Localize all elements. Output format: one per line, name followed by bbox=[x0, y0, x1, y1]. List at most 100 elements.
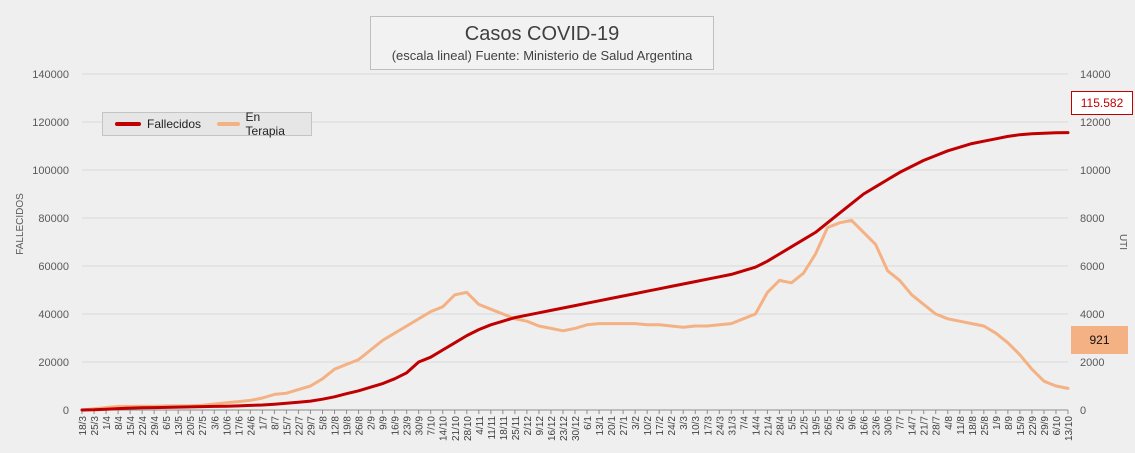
x-tick-label: 19/5 bbox=[811, 416, 822, 436]
x-tick-label: 29/9 bbox=[1040, 416, 1051, 436]
x-tick-label: 10/6 bbox=[222, 416, 233, 436]
x-tick-label: 9/12 bbox=[535, 416, 546, 436]
fallecidos-last-value: 115.582 bbox=[1071, 91, 1133, 115]
x-tick-label: 7/10 bbox=[427, 416, 438, 436]
x-tick-label: 11/8 bbox=[956, 416, 967, 435]
x-tick-label: 30/6 bbox=[884, 416, 895, 436]
chart-title: Casos COVID-19 bbox=[464, 23, 620, 45]
y2-axis-label: UTI bbox=[1117, 234, 1128, 250]
x-tick-label: 5/5 bbox=[787, 416, 798, 430]
series-line-fallecidos bbox=[80, 131, 1070, 412]
x-tick-label: 28/7 bbox=[932, 416, 943, 436]
x-tick-label: 27/1 bbox=[619, 416, 630, 436]
x-tick-label: 3/2 bbox=[631, 416, 642, 430]
x-tick-label: 29/4 bbox=[150, 416, 161, 436]
x-tick-label: 1/9 bbox=[992, 416, 1003, 430]
x-tick-label: 21/10 bbox=[451, 416, 462, 441]
x-tick-label: 15/4 bbox=[126, 416, 137, 436]
x-tick-label: 9/9 bbox=[379, 416, 390, 430]
x-tick-label: 28/10 bbox=[463, 416, 474, 441]
x-tick-label: 23/12 bbox=[559, 416, 570, 441]
y-tick-label: 140000 bbox=[32, 69, 69, 81]
x-tick-label: 12/8 bbox=[331, 416, 342, 436]
x-axis-ticks: 18/3 25/3 1/4 8/4 15/4 22/4 29/4 6/5 13/5 20/5 27/… bbox=[78, 410, 1075, 441]
x-tick-label: 23/6 bbox=[872, 416, 883, 436]
x-tick-label: 14/10 bbox=[439, 416, 450, 441]
x-tick-label: 16/9 bbox=[391, 416, 402, 436]
x-tick-label: 7/4 bbox=[739, 416, 750, 430]
y2-tick-label: 6000 bbox=[1080, 261, 1104, 273]
x-tick-label: 21/4 bbox=[763, 416, 774, 436]
y-tick-label: 40000 bbox=[38, 309, 69, 321]
x-tick-label: 13/1 bbox=[595, 416, 606, 436]
x-tick-label: 24/6 bbox=[246, 416, 257, 436]
x-tick-label: 1/7 bbox=[258, 416, 269, 430]
y-tick-label: 120000 bbox=[32, 117, 69, 129]
y2-axis-ticks: 0 2000 4000 6000 8000 10000 12000 14000 bbox=[1080, 69, 1111, 417]
x-tick-label: 26/8 bbox=[355, 416, 366, 436]
x-tick-label: 3/3 bbox=[679, 416, 690, 430]
legend-label-fallecidos: Fallecidos bbox=[147, 117, 202, 131]
x-tick-label: 26/5 bbox=[824, 416, 835, 436]
x-tick-label: 25/8 bbox=[980, 416, 991, 436]
x-tick-label: 18/3 bbox=[78, 416, 89, 436]
series-line-en-terapia bbox=[80, 218, 1070, 412]
x-tick-label: 19/8 bbox=[343, 416, 354, 436]
terapia-last-value: 921 bbox=[1071, 326, 1128, 354]
x-tick-label: 22/7 bbox=[294, 416, 305, 436]
legend-swatch-fallecidos bbox=[115, 122, 141, 126]
x-tick-label: 15/7 bbox=[282, 416, 293, 436]
y-axis-label: FALLECIDOS bbox=[15, 193, 26, 255]
x-tick-label: 20/5 bbox=[186, 416, 197, 436]
y2-tick-label: 8000 bbox=[1080, 213, 1104, 225]
y-tick-label: 80000 bbox=[38, 213, 69, 225]
chart-subtitle: (escala lineal) Fuente: Ministerio de Sa… bbox=[391, 48, 693, 63]
y2-tick-label: 0 bbox=[1080, 405, 1086, 417]
x-tick-label: 18/11 bbox=[499, 416, 510, 441]
x-tick-label: 24/3 bbox=[715, 416, 726, 436]
y-axis-ticks: 0 20000 40000 60000 80000 100000 120000 140000 bbox=[32, 69, 69, 417]
x-tick-label: 4/11 bbox=[475, 416, 486, 435]
x-tick-label: 8/7 bbox=[270, 416, 281, 430]
x-tick-label: 22/4 bbox=[138, 416, 149, 436]
legend-item-fallecidos: Fallecidos bbox=[115, 117, 201, 131]
x-tick-label: 30/9 bbox=[415, 416, 426, 436]
x-tick-label: 10/3 bbox=[691, 416, 702, 436]
y2-tick-label: 2000 bbox=[1080, 357, 1104, 369]
x-tick-label: 25/11 bbox=[511, 416, 522, 441]
x-tick-label: 15/9 bbox=[1016, 416, 1027, 436]
x-tick-label: 6/1 bbox=[583, 416, 594, 430]
x-tick-label: 13/5 bbox=[174, 416, 185, 436]
x-tick-label: 11/11 bbox=[487, 416, 498, 440]
legend-item-terapia: En Terapia bbox=[217, 110, 295, 138]
x-tick-label: 14/4 bbox=[751, 416, 762, 436]
y-tick-label: 20000 bbox=[38, 357, 69, 369]
x-tick-label: 29/7 bbox=[306, 416, 317, 436]
x-tick-label: 6/10 bbox=[1052, 416, 1063, 436]
y-tick-label: 100000 bbox=[32, 165, 69, 177]
x-tick-label: 13/10 bbox=[1064, 416, 1075, 441]
x-tick-label: 18/8 bbox=[968, 416, 979, 436]
x-tick-label: 5/8 bbox=[318, 416, 329, 430]
x-tick-label: 2/9 bbox=[367, 416, 378, 430]
legend-label-terapia: En Terapia bbox=[245, 110, 285, 138]
x-tick-label: 25/3 bbox=[90, 416, 101, 436]
x-tick-label: 14/7 bbox=[908, 416, 919, 436]
series-lines bbox=[80, 131, 1070, 412]
x-tick-label: 22/9 bbox=[1028, 416, 1039, 436]
y2-tick-label: 14000 bbox=[1080, 69, 1111, 81]
x-tick-label: 31/3 bbox=[727, 416, 738, 436]
y-tick-label: 0 bbox=[63, 405, 69, 417]
x-tick-label: 7/7 bbox=[896, 416, 907, 430]
x-tick-label: 17/2 bbox=[655, 416, 666, 436]
legend: Fallecidos En Terapia bbox=[102, 110, 312, 138]
x-tick-label: 16/12 bbox=[547, 416, 558, 441]
x-tick-label: 2/12 bbox=[523, 416, 534, 436]
y2-tick-label: 10000 bbox=[1080, 165, 1111, 177]
x-tick-label: 24/2 bbox=[667, 416, 678, 436]
x-tick-label: 10/2 bbox=[643, 416, 654, 436]
x-tick-label: 17/6 bbox=[234, 416, 245, 436]
x-tick-label: 21/7 bbox=[920, 416, 931, 436]
x-tick-label: 12/5 bbox=[799, 416, 810, 436]
